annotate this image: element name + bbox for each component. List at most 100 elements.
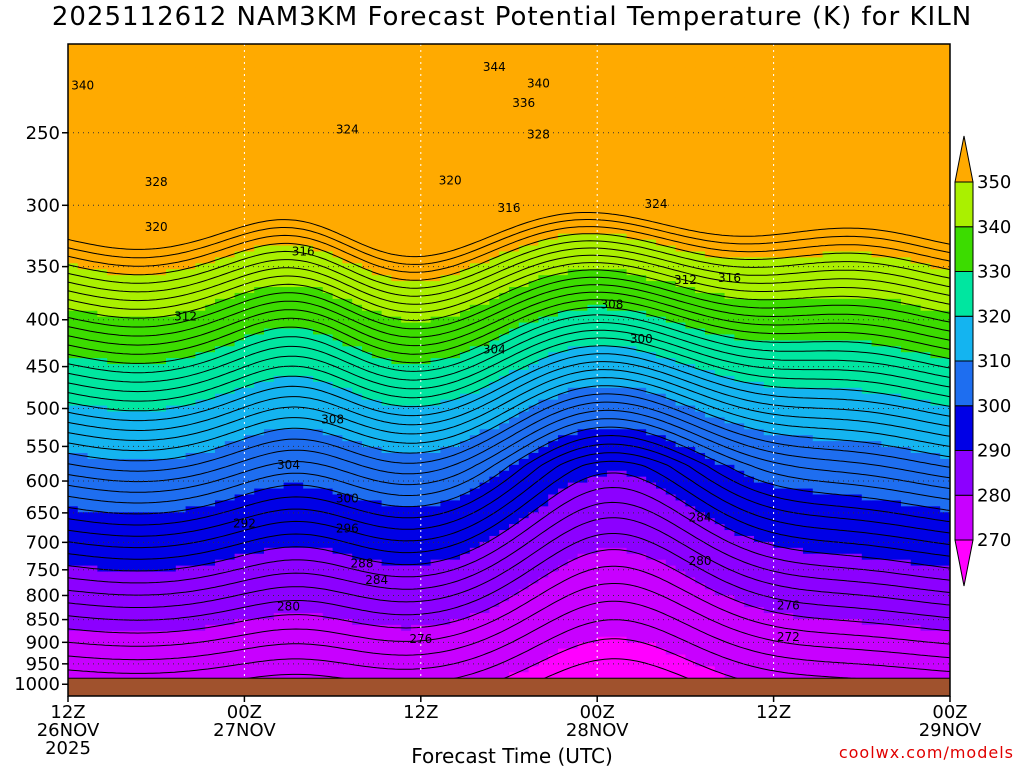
fill-cell	[87, 144, 98, 152]
fill-cell	[244, 138, 255, 146]
fill-cell	[87, 364, 98, 371]
fill-cell	[215, 44, 226, 51]
fill-cell	[460, 156, 471, 164]
fill-cell	[469, 476, 481, 484]
fill-cell	[509, 180, 520, 187]
fill-cell	[185, 452, 196, 460]
fill-cell	[195, 547, 206, 555]
fill-cell	[254, 613, 265, 620]
fill-cell	[342, 547, 353, 555]
fill-cell	[440, 121, 451, 128]
fill-cell	[234, 340, 245, 347]
fill-cell	[401, 530, 412, 537]
fill-cell	[273, 642, 285, 650]
fill-cell	[136, 292, 147, 300]
fill-cell	[283, 204, 294, 211]
fill-cell	[362, 630, 373, 638]
fill-cell	[264, 85, 275, 93]
fill-cell	[107, 257, 118, 264]
fill-cell	[77, 583, 89, 590]
fill-cell	[420, 364, 432, 371]
fill-cell	[313, 494, 324, 501]
fill-cell	[146, 233, 157, 241]
fill-cell	[244, 648, 255, 656]
fill-cell	[136, 518, 147, 525]
fill-cell	[469, 589, 481, 596]
fill-cell	[146, 654, 157, 662]
fill-cell	[146, 292, 157, 300]
fill-cell	[293, 156, 304, 164]
fill-cell	[411, 67, 422, 75]
fill-cell	[166, 524, 177, 531]
fill-cell	[107, 660, 118, 667]
fill-cell	[205, 618, 216, 626]
fill-cell	[68, 186, 79, 193]
fill-cell	[205, 435, 216, 442]
fill-cell	[77, 441, 89, 448]
fill-cell	[283, 257, 294, 264]
fill-cell	[166, 239, 177, 247]
fill-cell	[322, 524, 334, 531]
fill-cell	[166, 245, 177, 253]
fill-cell	[224, 470, 236, 478]
fill-cell	[420, 530, 432, 537]
fill-cell	[264, 601, 275, 608]
fill-cell	[195, 506, 206, 513]
fill-cell	[175, 263, 187, 270]
fill-cell	[224, 411, 236, 419]
fill-cell	[420, 233, 432, 241]
fill-cell	[293, 126, 304, 134]
fill-cell	[166, 452, 177, 460]
fill-cell	[264, 298, 275, 306]
fill-cell	[126, 530, 138, 537]
fill-cell	[362, 150, 373, 158]
fill-cell	[77, 304, 89, 312]
fill-cell	[117, 370, 128, 377]
fill-cell	[146, 132, 157, 140]
fill-cell	[371, 85, 383, 93]
fill-cell	[313, 375, 324, 383]
fill-cell	[273, 269, 285, 276]
fill-cell	[126, 204, 138, 211]
fill-cell	[401, 648, 412, 656]
fill-cell	[117, 547, 128, 555]
fill-cell	[381, 553, 392, 561]
fill-cell	[303, 221, 314, 229]
fill-cell	[107, 435, 118, 442]
fill-cell	[342, 429, 353, 436]
fill-cell	[430, 204, 441, 211]
fill-cell	[489, 174, 500, 181]
fill-cell	[205, 346, 216, 353]
fill-cell	[136, 352, 147, 359]
fill-cell	[166, 577, 177, 584]
fill-cell	[469, 630, 481, 638]
fill-cell	[136, 423, 147, 430]
fill-cell	[107, 79, 118, 87]
fill-cell	[430, 565, 441, 573]
fill-cell	[411, 245, 422, 253]
fill-cell	[107, 452, 118, 460]
fill-cell	[460, 530, 471, 537]
fill-cell	[136, 79, 147, 87]
fill-cell	[381, 144, 392, 152]
fill-cell	[77, 180, 89, 187]
fill-cell	[440, 73, 451, 81]
fill-cell	[215, 174, 226, 181]
fill-cell	[244, 103, 255, 110]
fill-cell	[234, 370, 245, 377]
fill-cell	[283, 346, 294, 353]
fill-cell	[352, 209, 363, 217]
fill-cell	[303, 589, 314, 596]
fill-cell	[293, 150, 304, 158]
fill-cell	[303, 174, 314, 181]
fill-cell	[273, 518, 285, 525]
fill-cell	[479, 482, 490, 490]
fill-cell	[224, 221, 236, 229]
fill-cell	[146, 73, 157, 81]
fill-cell	[117, 506, 128, 513]
fill-cell	[195, 292, 206, 300]
fill-cell	[332, 44, 343, 51]
fill-cell	[185, 506, 196, 513]
fill-cell	[185, 547, 196, 555]
fill-cell	[264, 488, 275, 496]
